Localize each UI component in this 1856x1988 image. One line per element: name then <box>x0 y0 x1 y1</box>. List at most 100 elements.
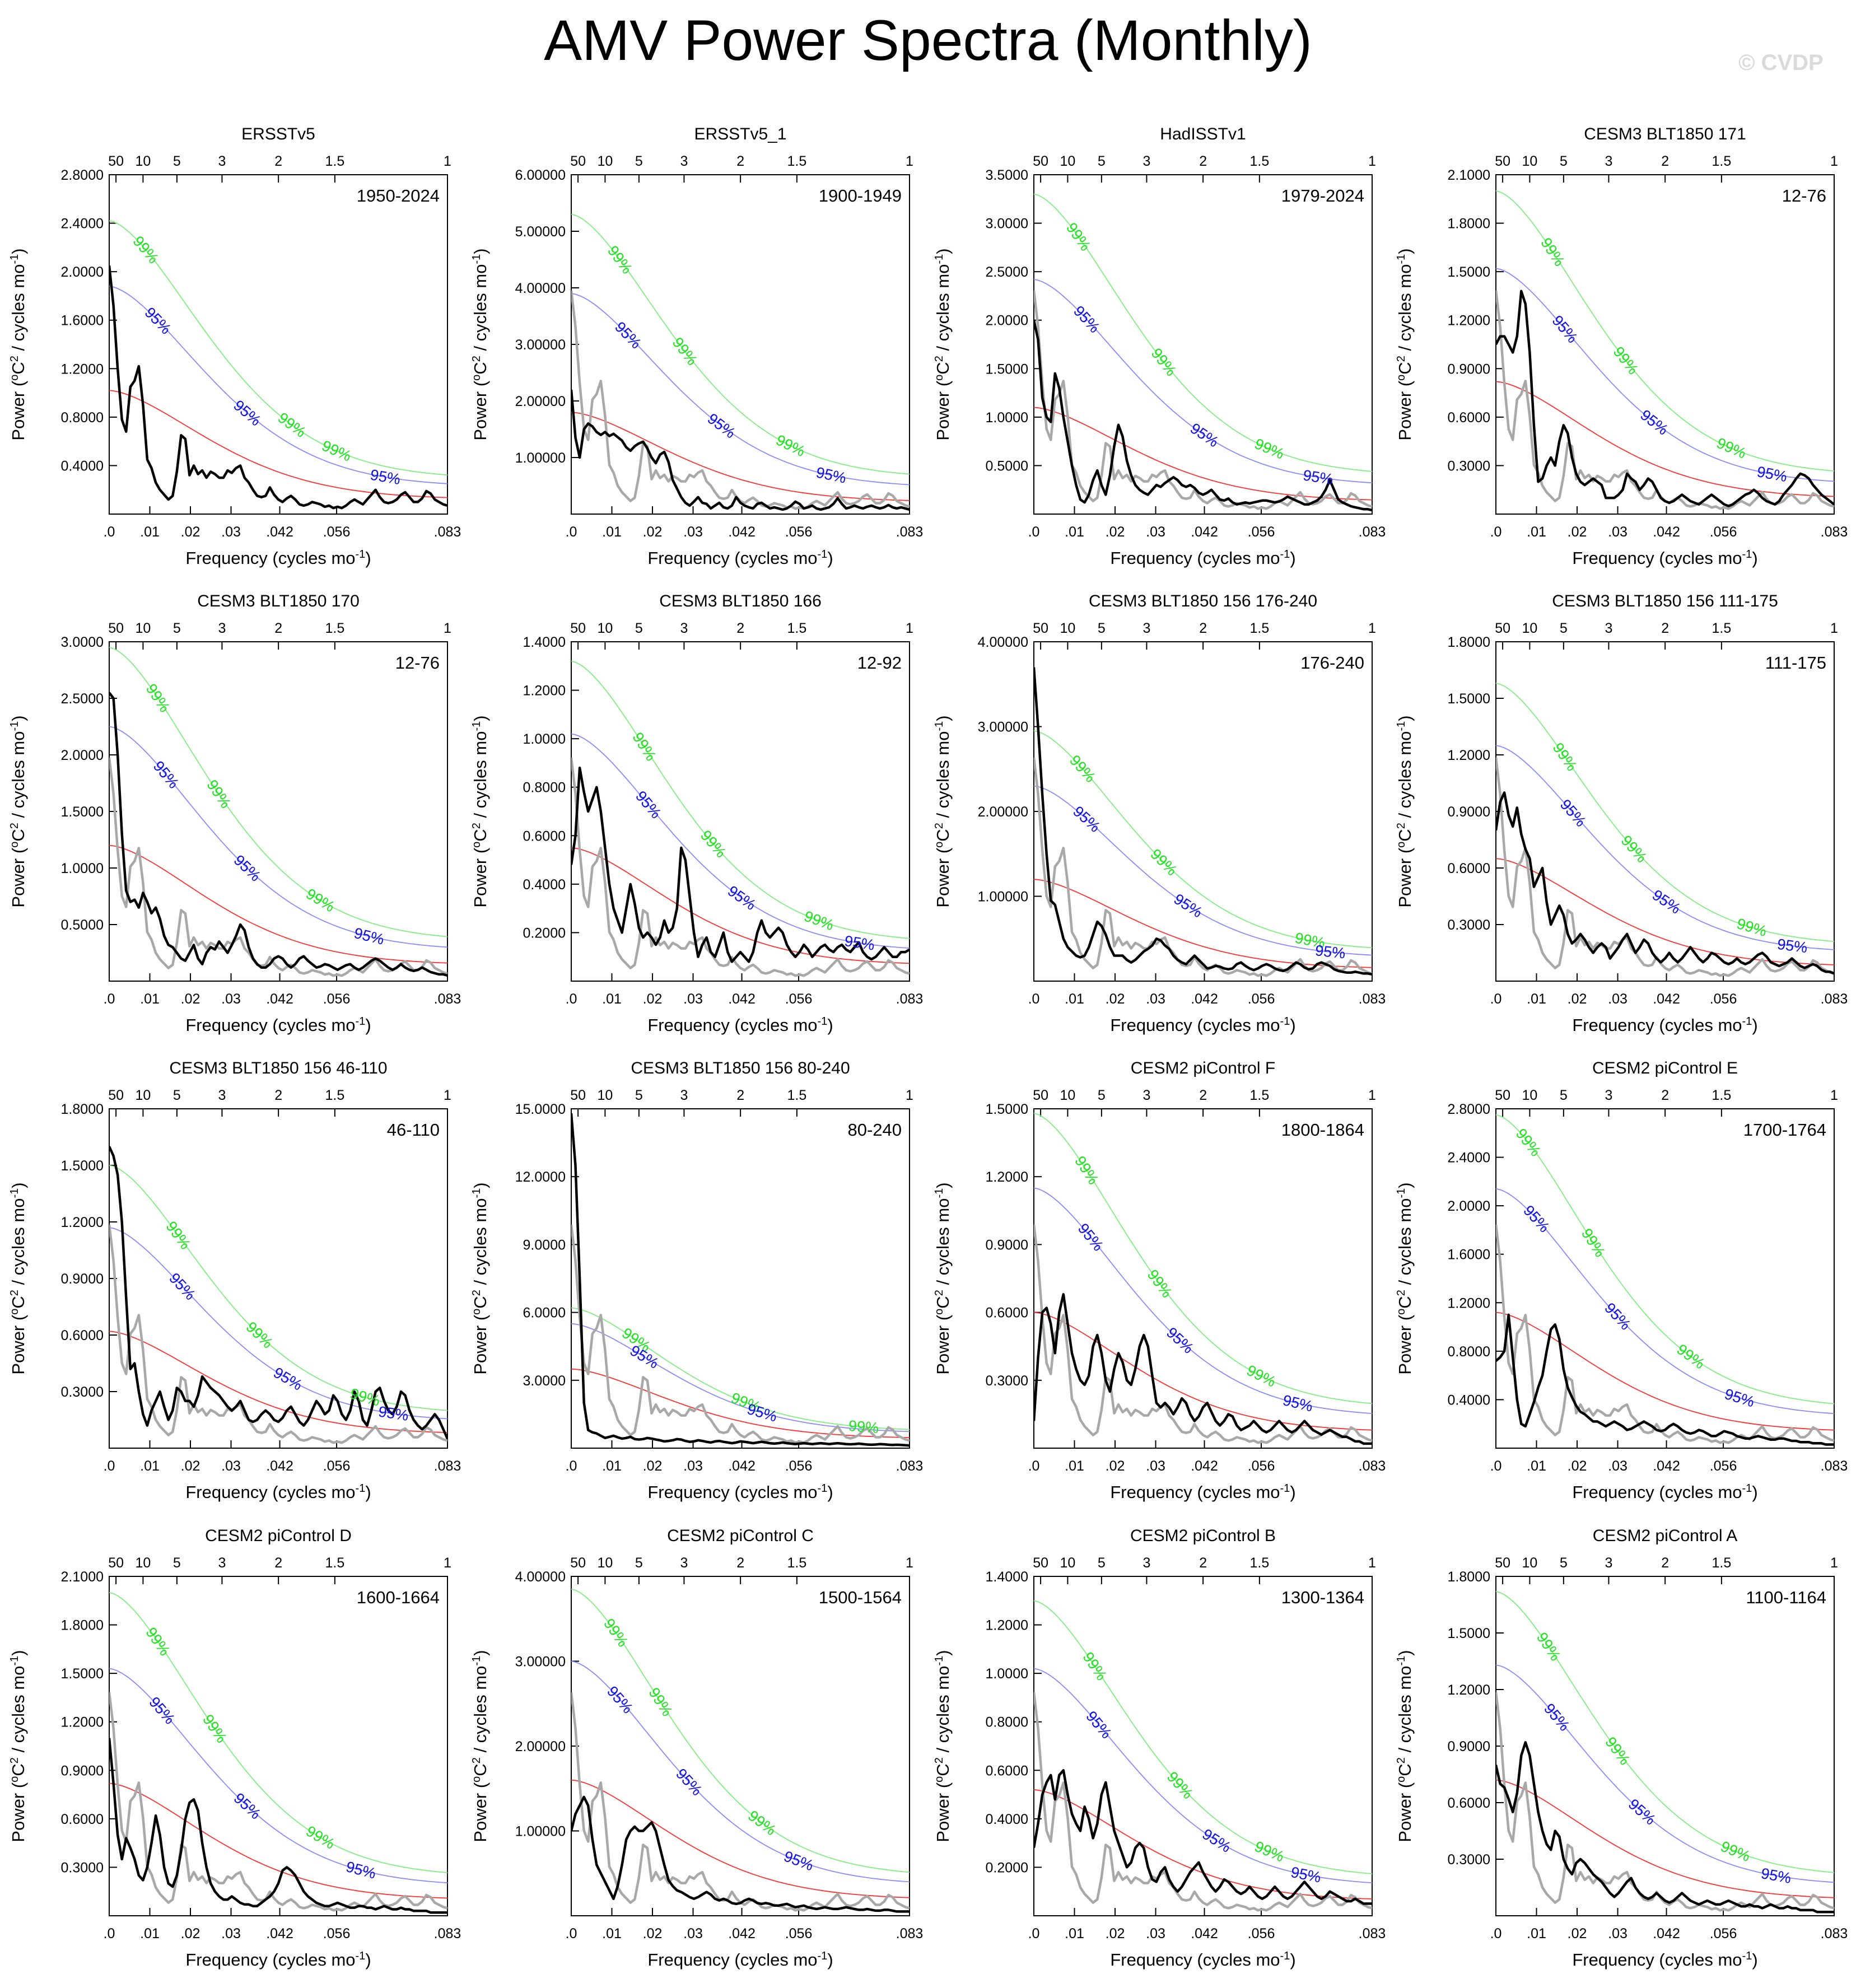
y-tick-label: 1.4000 <box>523 634 566 650</box>
x-tick-label: .0 <box>104 1458 115 1474</box>
panel-title: CESM3 BLT1850 156 176-240 <box>1089 592 1317 610</box>
top-tick-label: 1 <box>444 1555 451 1571</box>
top-tick-label: 50 <box>570 620 586 636</box>
x-tick-label: .01 <box>602 991 622 1007</box>
spectrum-panel: CESM3 BLT1850 156 176-240 176-240 .0 .01 .02… <box>933 592 1386 1035</box>
top-tick-label: 1 <box>444 620 451 636</box>
x-tick-label: .042 <box>266 1926 293 1942</box>
top-tick-label: 3 <box>218 1555 226 1571</box>
reference-spectrum-line <box>1034 290 1372 510</box>
label-99: 99% <box>604 242 636 277</box>
y-tick-label: 0.6000 <box>986 1763 1028 1779</box>
x-tick-label: .01 <box>1527 524 1546 540</box>
top-tick-label: 10 <box>135 1088 151 1103</box>
top-tick-label: 5 <box>173 1555 181 1571</box>
top-tick-label: 10 <box>597 620 613 636</box>
x-tick-label: .01 <box>1527 991 1546 1007</box>
top-tick-label: 1 <box>906 1088 913 1103</box>
x-tick-label: .01 <box>1065 1458 1084 1474</box>
top-tick-label: 3 <box>1605 153 1612 169</box>
top-tick-label: 1 <box>1368 153 1376 169</box>
y-tick-label: 1.5000 <box>1448 1626 1490 1641</box>
x-tick-label: .0 <box>1028 1926 1040 1942</box>
x-tick-label: .083 <box>1359 1458 1386 1474</box>
spectrum-panel: CESM2 piControl A 1100-1164 .0 .01 .02 .03 .04… <box>1395 1527 1848 1970</box>
top-tick-label: 50 <box>570 153 586 169</box>
top-tick-label: 1 <box>906 153 913 169</box>
red-noise-curve <box>571 412 910 501</box>
y-tick-label: 0.3000 <box>986 1373 1028 1389</box>
panel-title: CESM2 piControl F <box>1131 1059 1275 1077</box>
series-group <box>571 1588 910 1913</box>
spectrum-line <box>1496 1313 1834 1446</box>
label-99: 99% <box>142 1625 173 1659</box>
x-axis-label: Frequency (cycles mo-1) <box>185 1015 371 1035</box>
top-tick-label: 3 <box>1605 1555 1612 1571</box>
top-tick-label: 1 <box>1368 1088 1376 1103</box>
label-99: 99% <box>697 827 730 861</box>
x-tick-label: .03 <box>683 1926 703 1942</box>
spectrum-line <box>109 692 447 977</box>
y-tick-label: 1.00000 <box>515 450 566 466</box>
x-axis-label: Frequency (cycles mo-1) <box>647 1482 833 1502</box>
y-axis-label: Power (oC2 / cycles mo-1) <box>933 715 953 907</box>
spectrum-line <box>109 1146 447 1440</box>
y-tick-label: 1.2000 <box>523 683 566 699</box>
series-group <box>571 213 910 511</box>
y-tick-label: 1.5000 <box>1448 691 1490 707</box>
panel-period: 111-175 <box>1765 653 1826 673</box>
y-axis-label: Power (oC2 / cycles mo-1) <box>8 248 28 440</box>
x-axis-label: Frequency (cycles mo-1) <box>185 1950 371 1970</box>
top-tick-label: 1.5 <box>1249 1088 1269 1103</box>
y-tick-label: 0.3000 <box>1448 1852 1490 1868</box>
y-axis-label: Power (oC2 / cycles mo-1) <box>470 715 490 907</box>
top-tick-label: 50 <box>1033 153 1048 169</box>
x-tick-label: .03 <box>1608 524 1628 540</box>
panel-period: 176-240 <box>1300 653 1364 673</box>
series-group <box>109 220 447 510</box>
y-tick-label: 1.2000 <box>986 1169 1028 1185</box>
confidence-99-curve <box>1496 1591 1834 1873</box>
x-tick-label: .03 <box>1146 1926 1165 1942</box>
x-tick-label: .083 <box>1821 991 1848 1007</box>
top-tick-label: 2 <box>736 1088 744 1103</box>
x-tick-label: .083 <box>1821 1458 1848 1474</box>
top-tick-label: 2 <box>1199 1088 1207 1103</box>
y-axis-label: Power (oC2 / cycles mo-1) <box>1395 1182 1415 1374</box>
top-tick-label: 3 <box>1142 620 1150 636</box>
x-tick-label: .03 <box>1146 991 1165 1007</box>
x-axis-label: Frequency (cycles mo-1) <box>1110 548 1295 568</box>
panel-title: CESM2 piControl A <box>1593 1527 1737 1545</box>
red-noise-curve <box>1496 381 1834 497</box>
confidence-99-curve <box>571 213 910 475</box>
y-tick-label: 3.00000 <box>515 337 566 353</box>
x-tick-label: .0 <box>1028 1458 1040 1474</box>
y-tick-label: 0.9000 <box>1448 804 1490 820</box>
label-95: 95% <box>352 925 386 948</box>
label-99: 99% <box>645 1684 675 1719</box>
label-95: 95% <box>1199 1826 1234 1856</box>
reference-spectrum-line <box>109 1224 447 1444</box>
y-tick-label: 2.0000 <box>61 264 104 280</box>
x-tick-label: .042 <box>1191 991 1218 1007</box>
y-tick-label: 1.2000 <box>1448 1682 1490 1698</box>
label-99: 99% <box>143 681 174 716</box>
y-tick-label: 1.8000 <box>61 1102 104 1117</box>
y-tick-label: 1.8000 <box>1448 216 1490 232</box>
y-tick-label: 0.3000 <box>1448 458 1490 474</box>
y-tick-label: 0.4000 <box>61 458 104 474</box>
x-tick-label: .056 <box>323 1926 351 1942</box>
top-tick-label: 2 <box>1199 153 1207 169</box>
label-99: 99% <box>1602 1734 1633 1768</box>
top-tick-label: 1.5 <box>787 1088 806 1103</box>
panel-period: 1979-2024 <box>1281 186 1364 206</box>
y-tick-label: 0.4000 <box>1448 1392 1490 1408</box>
spectrum-panel: CESM3 BLT1850 156 46-110 46-110 .0 .01 .02 .0… <box>8 1059 461 1502</box>
x-tick-label: .0 <box>1028 524 1040 540</box>
y-tick-label: 2.00000 <box>515 394 566 409</box>
spectrum-line <box>1034 667 1372 976</box>
series-group <box>571 1113 910 1447</box>
top-tick-label: 2 <box>274 153 282 169</box>
y-tick-label: 4.00000 <box>515 281 566 296</box>
